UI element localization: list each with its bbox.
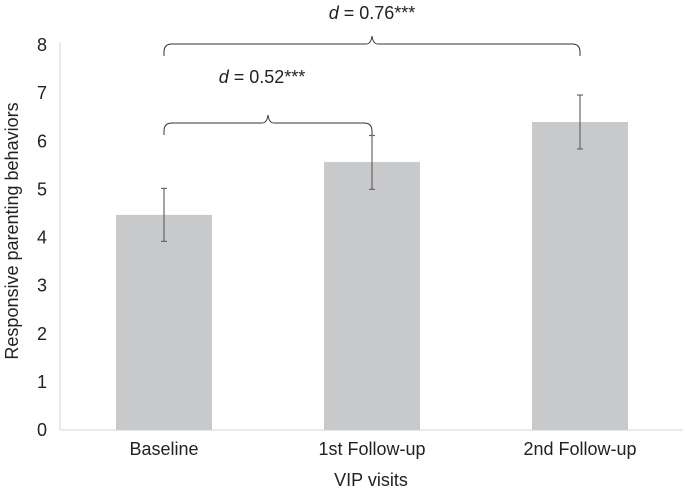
error-bar	[161, 187, 167, 242]
significance-bracket	[163, 114, 373, 135]
effect-size-label: d = 0.76***	[329, 3, 416, 23]
y-tick-label: 7	[37, 83, 47, 103]
y-tick-label: 2	[37, 324, 47, 344]
y-axis-title: Responsive parenting behaviors	[2, 102, 22, 359]
effect-size-value: = 0.76***	[339, 3, 416, 23]
y-tick-label: 3	[37, 276, 47, 296]
y-tick-label: 0	[37, 420, 47, 440]
bar	[116, 214, 212, 430]
x-axis-title: VIP visits	[334, 470, 408, 490]
effect-size-symbol: d	[219, 67, 230, 87]
y-tick-label: 5	[37, 179, 47, 199]
x-tick-label: Baseline	[129, 439, 198, 459]
y-tick-label: 8	[37, 35, 47, 55]
error-bar	[369, 134, 375, 190]
error-bars	[161, 94, 583, 242]
y-tick-labels: 0 1 2 3 4 5 6 7 8	[37, 35, 47, 440]
y-tick-label: 1	[37, 372, 47, 392]
annotations: d = 0.52***d = 0.76***	[163, 3, 581, 135]
x-tick-labels: Baseline 1st Follow-up 2nd Follow-up	[129, 439, 636, 459]
y-tick-label: 4	[37, 228, 47, 248]
significance-bracket	[163, 35, 581, 56]
error-bar	[577, 94, 583, 150]
effect-size-symbol: d	[329, 3, 340, 23]
effect-size-value: = 0.52***	[229, 67, 306, 87]
bar	[324, 161, 420, 430]
effect-size-label: d = 0.52***	[219, 67, 306, 87]
bar	[532, 122, 628, 430]
x-tick-label: 2nd Follow-up	[523, 439, 636, 459]
y-tick-label: 6	[37, 131, 47, 151]
x-tick-label: 1st Follow-up	[318, 439, 425, 459]
bars	[116, 122, 628, 430]
